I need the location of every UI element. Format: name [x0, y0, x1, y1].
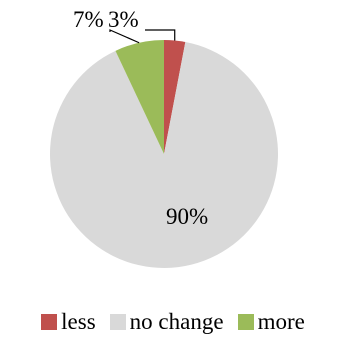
legend-swatch-more	[237, 314, 254, 330]
legend-item-less: less	[41, 309, 96, 335]
pie-slice-more	[115, 40, 164, 154]
legend: less no change more	[0, 309, 346, 335]
legend-label-no-change: no change	[129, 309, 224, 334]
legend-label-less: less	[61, 309, 96, 334]
pie-slice-no-change	[50, 42, 278, 269]
data-label-less: 3%	[108, 7, 139, 32]
pie-slice-less	[164, 40, 186, 154]
legend-item-no-change: no change	[109, 309, 224, 335]
pie-chart: 3%7% 90%	[50, 7, 278, 269]
leader-line-less	[145, 29, 176, 41]
legend-swatch-less	[41, 314, 58, 330]
data-label-more: 7%	[73, 7, 104, 32]
legend-swatch-no-change	[109, 314, 126, 330]
leader-line-more	[109, 29, 140, 44]
data-label-no-change: 90%	[166, 204, 208, 229]
legend-label-more: more	[257, 309, 305, 334]
legend-item-more: more	[237, 309, 305, 335]
